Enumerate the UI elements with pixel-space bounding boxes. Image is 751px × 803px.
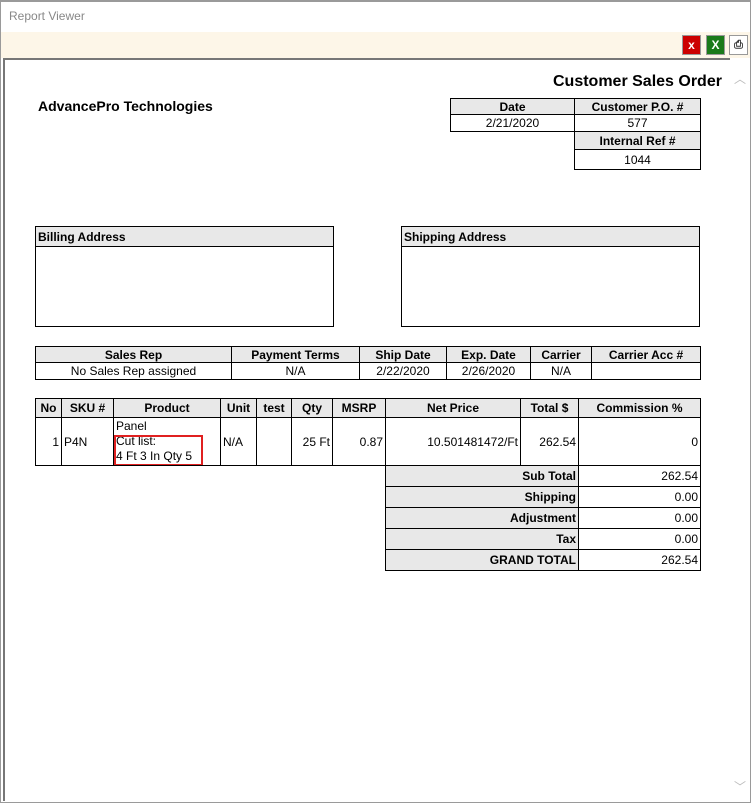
exp-date-header: Exp. Date (446, 346, 531, 363)
subtotal-label: Sub Total (385, 465, 579, 487)
order-info-table: Sales Rep Payment Terms Ship Date Exp. Date… (35, 346, 701, 380)
po-value: 577 (574, 114, 701, 132)
adjustment-value: 0.00 (578, 507, 701, 529)
col-total: Total $ (520, 398, 579, 418)
carrier-acc-value (591, 362, 701, 380)
highlight-box (114, 435, 203, 465)
shipping-value: 0.00 (578, 486, 701, 508)
item-sku: P4N (61, 417, 114, 466)
billing-address-box: Billing Address (35, 226, 334, 327)
carrier-acc-header: Carrier Acc # (591, 346, 701, 363)
item-total: 262.54 (520, 417, 579, 466)
col-test: test (256, 398, 292, 418)
col-product: Product (113, 398, 221, 418)
payment-terms-header: Payment Terms (231, 346, 360, 363)
po-label: Customer P.O. # (574, 98, 701, 115)
tax-value: 0.00 (578, 528, 701, 550)
grand-total-value: 262.54 (578, 549, 701, 571)
vertical-scrollbar[interactable]: ︿ ﹀ (730, 60, 750, 801)
item-qty: 25 Ft (291, 417, 333, 466)
sales-rep-header: Sales Rep (35, 346, 232, 363)
adjustment-label: Adjustment (385, 507, 579, 529)
close-icon[interactable]: x (682, 35, 701, 55)
col-commission: Commission % (578, 398, 701, 418)
sales-rep-value: No Sales Rep assigned (35, 362, 232, 380)
ref-label: Internal Ref # (574, 131, 701, 150)
date-label: Date (450, 98, 575, 115)
item-product: Panel Cut list: 4 Ft 3 In Qty 5 (113, 417, 221, 466)
shipping-address-label: Shipping Address (402, 227, 699, 247)
header-table: Date Customer P.O. # 2/21/2020 577 Interna… (450, 98, 701, 170)
cut-list-label: Cut list: (116, 434, 157, 448)
item-commission: 0 (578, 417, 701, 466)
shipping-label: Shipping (385, 486, 579, 508)
company-name: AdvancePro Technologies (38, 98, 213, 114)
date-value: 2/21/2020 (450, 114, 575, 132)
billing-address-label: Billing Address (36, 227, 333, 247)
scroll-up-icon[interactable]: ︿ (733, 72, 746, 86)
item-net-price: 10.501481472/Ft (385, 417, 521, 466)
carrier-value: N/A (530, 362, 592, 380)
item-test (256, 417, 292, 466)
ship-date-header: Ship Date (359, 346, 447, 363)
tax-label: Tax (385, 528, 579, 550)
subtotal-value: 262.54 (578, 465, 701, 487)
scroll-down-icon[interactable]: ﹀ (733, 780, 746, 794)
item-no: 1 (35, 417, 62, 466)
shipping-address-box: Shipping Address (401, 226, 700, 327)
ship-date-value: 2/22/2020 (359, 362, 447, 380)
carrier-header: Carrier (530, 346, 592, 363)
col-msrp: MSRP (332, 398, 386, 418)
col-sku: SKU # (61, 398, 114, 418)
product-name: Panel (116, 419, 147, 433)
items-table: No SKU # Product Unit test Qty MSRP Net Price To… (35, 398, 701, 466)
ref-value: 1044 (574, 149, 701, 170)
toolbar: x X ⎙ (1, 32, 750, 58)
grand-total-label: GRAND TOTAL (385, 549, 579, 571)
window-title: Report Viewer (9, 9, 85, 23)
item-unit: N/A (220, 417, 257, 466)
col-no: No (35, 398, 62, 418)
col-qty: Qty (291, 398, 333, 418)
table-row: 1 P4N Panel Cut list: 4 Ft 3 In Qty 5 N/… (35, 417, 701, 466)
payment-terms-value: N/A (231, 362, 360, 380)
print-icon[interactable]: ⎙ (729, 35, 748, 55)
cut-list-value: 4 Ft 3 In Qty 5 (116, 449, 193, 463)
exp-date-value: 2/26/2020 (446, 362, 531, 380)
col-net-price: Net Price (385, 398, 521, 418)
col-unit: Unit (220, 398, 257, 418)
report-title: Customer Sales Order (553, 73, 722, 90)
totals-table: Sub Total 262.54 Shipping 0.00 Adjustment 0… (385, 465, 701, 571)
item-msrp: 0.87 (332, 417, 386, 466)
excel-export-icon[interactable]: X (706, 35, 725, 55)
